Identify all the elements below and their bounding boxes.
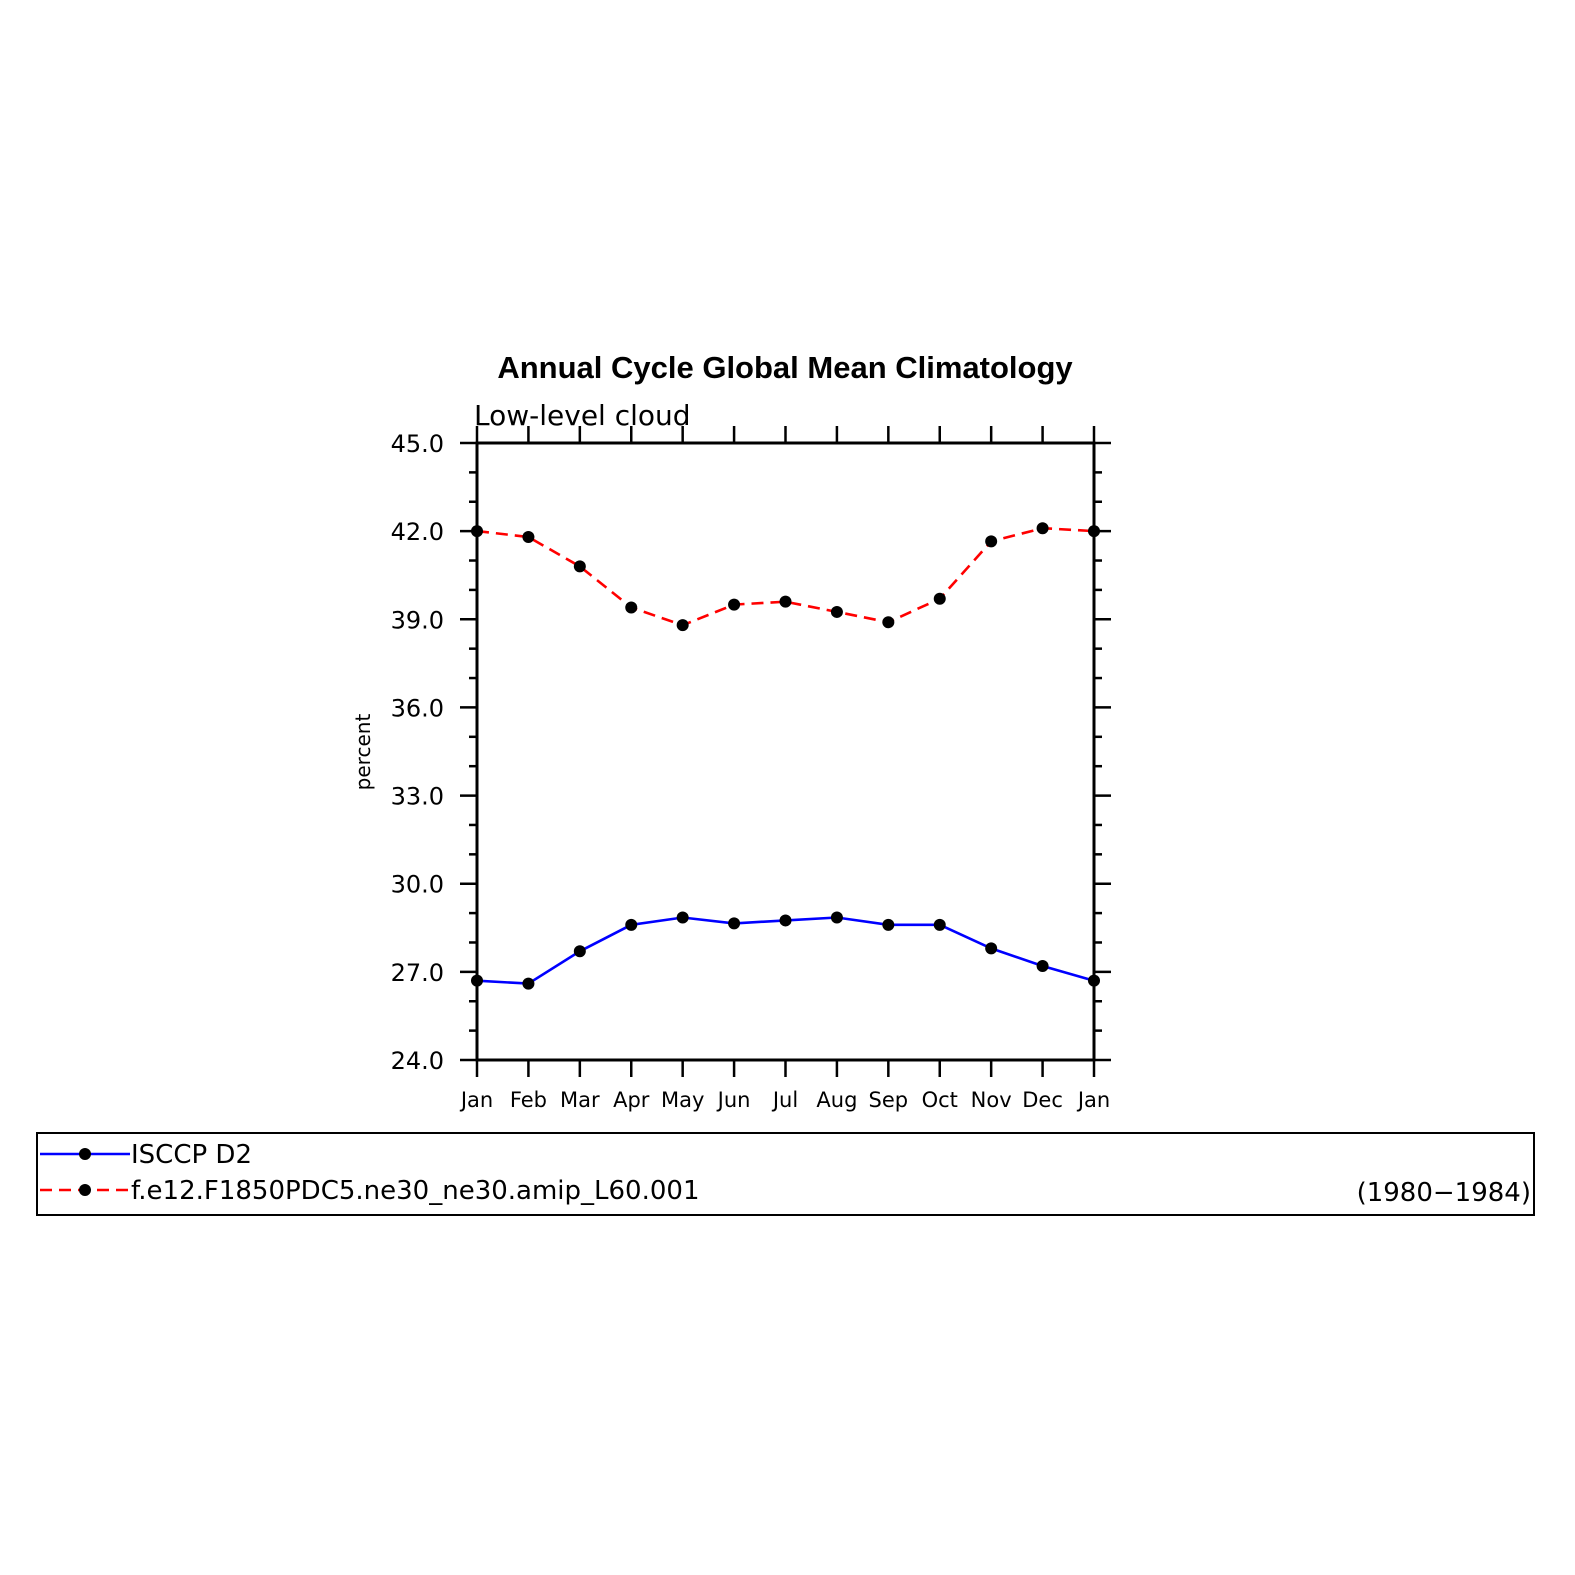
plot-frame: [475, 441, 1096, 1062]
series-2-point: [933, 592, 946, 605]
x-tick-label: Jun: [716, 1088, 751, 1112]
x-tick-label: Aug: [816, 1088, 857, 1112]
legend-marker-2: [79, 1184, 91, 1196]
x-tick-label: Oct: [922, 1088, 958, 1112]
x-tick-label: Feb: [510, 1088, 547, 1112]
series-2-point: [779, 595, 792, 608]
x-tick-label: Mar: [560, 1088, 600, 1112]
x-tick-label: Apr: [613, 1088, 650, 1112]
chart-subtitle: Low-level cloud: [474, 399, 691, 432]
x-tick-labels: Jan Feb Mar Apr May Jun Jul Aug Sep Oct Nov Dec Jan: [459, 1088, 1110, 1112]
series-1-point: [779, 914, 792, 927]
legend-label-1: ISCCP D2: [131, 1140, 252, 1170]
y-tick-label: 39.0: [391, 606, 444, 634]
axis-ticks: [460, 426, 1111, 1077]
series-2-point: [471, 525, 483, 538]
x-tick-label: Jan: [1076, 1088, 1110, 1112]
x-tick-label: Dec: [1022, 1088, 1063, 1112]
series-1-point: [1036, 959, 1049, 972]
x-tick-label: Sep: [869, 1088, 909, 1112]
series-1-point: [625, 918, 638, 931]
series-2-point: [1088, 525, 1100, 538]
series-1-point: [882, 918, 895, 931]
series-1-point: [522, 977, 535, 990]
series-1-point: [471, 974, 483, 987]
y-tick-labels: 45.0 42.0 39.0 36.0 33.0 30.0 27.0 24.0: [391, 430, 444, 1075]
legend-entries: ISCCP D2 f.e12.F1850PDC5.ne30_ne30.amip_L…: [40, 1140, 699, 1206]
series-2-point: [1036, 522, 1049, 535]
series-line-1: [476, 916, 1095, 985]
series-markers: [471, 522, 1100, 990]
legend-box: [36, 1132, 1535, 1216]
series-1-point: [1088, 974, 1100, 987]
y-tick-label: 30.0: [391, 871, 444, 899]
series-2-point: [573, 560, 586, 573]
series-1-point: [728, 917, 741, 930]
legend-label-2: f.e12.F1850PDC5.ne30_ne30.amip_L60.001: [131, 1176, 699, 1206]
x-tick-label: Jul: [771, 1088, 798, 1112]
legend-marker-1: [79, 1148, 91, 1160]
series-2-point: [882, 616, 895, 629]
series-2-point: [985, 535, 998, 548]
series-1-point: [676, 911, 689, 924]
y-axis-label: percent: [351, 714, 375, 791]
legend: ISCCP D2 f.e12.F1850PDC5.ne30_ne30.amip_L…: [36, 1132, 1535, 1216]
series-2-point: [830, 605, 843, 618]
series-1-point: [830, 911, 843, 924]
series-2-point: [676, 619, 689, 632]
y-tick-label: 36.0: [391, 694, 444, 722]
series-2-point: [625, 601, 638, 614]
series-line-2: [476, 526, 1095, 627]
y-tick-label: 45.0: [391, 430, 444, 458]
x-tick-label: Nov: [971, 1088, 1012, 1112]
y-tick-label: 24.0: [391, 1047, 444, 1075]
series-2-point: [728, 598, 741, 611]
series-2-point: [522, 531, 535, 544]
series-1-point: [933, 918, 946, 931]
y-tick-label: 42.0: [391, 518, 444, 546]
x-tick-label: May: [661, 1088, 704, 1112]
legend-period: (1980−1984): [1357, 1178, 1531, 1208]
series-1-point: [985, 942, 998, 955]
chart-title: Annual Cycle Global Mean Climatology: [497, 350, 1073, 385]
y-tick-label: 27.0: [391, 959, 444, 987]
y-tick-label: 33.0: [391, 783, 444, 811]
series-1-point: [573, 945, 586, 958]
x-tick-label: Jan: [459, 1088, 493, 1112]
